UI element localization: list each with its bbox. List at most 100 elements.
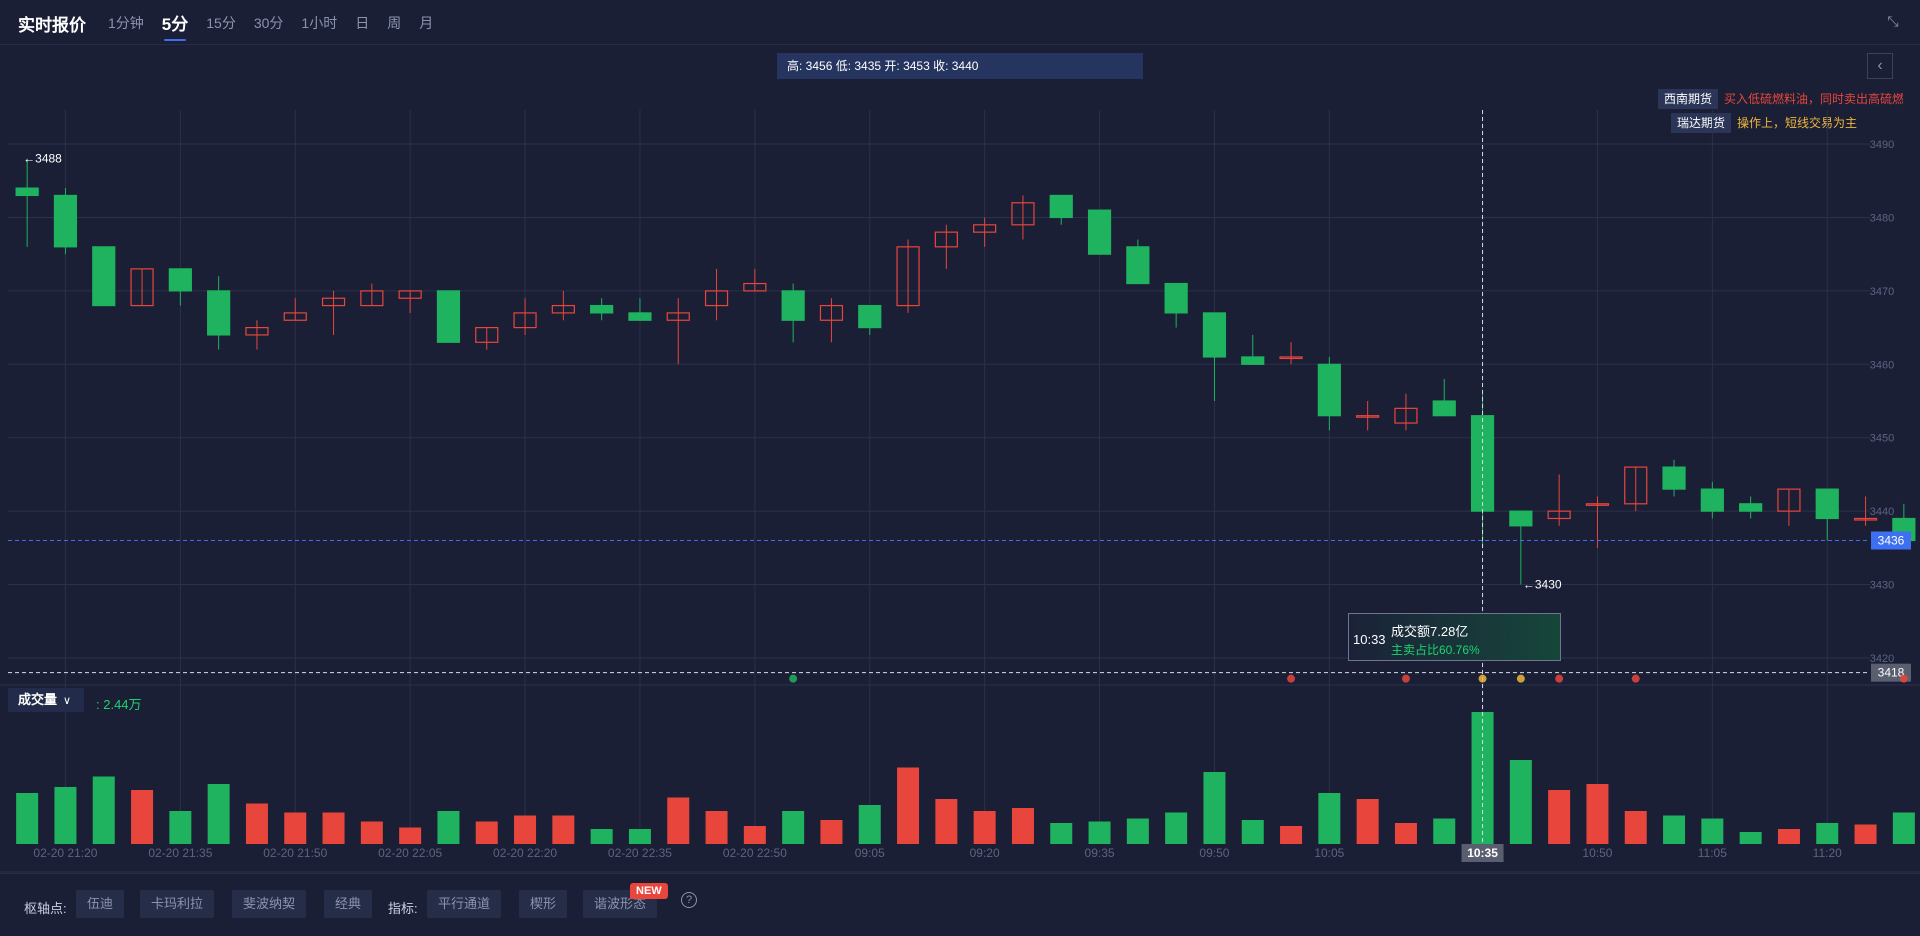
event-marker [789, 674, 798, 683]
volume-bar [1203, 772, 1226, 844]
candle [973, 224, 997, 233]
tab-1min[interactable]: 1分钟 [108, 15, 144, 31]
volume-bar [1701, 818, 1724, 844]
event-marker [1401, 674, 1410, 683]
volume-bar [628, 829, 651, 844]
volume-bar [935, 799, 958, 844]
ohlc-summary: 高: 3456 低: 3435 开: 3453 收: 3440 [777, 53, 1143, 79]
candle [245, 326, 269, 336]
chevron-down-icon: ∨ [63, 695, 72, 707]
help-icon[interactable]: ? [681, 892, 697, 908]
volume-bar [1586, 784, 1609, 844]
volume-bar [897, 767, 920, 844]
candle [1815, 488, 1839, 520]
y-tick-label: 3440 [1870, 506, 1894, 518]
volume-bar [1548, 790, 1571, 844]
candle [1202, 312, 1227, 358]
parallel-channel-button[interactable]: 平行通道 [427, 890, 502, 918]
cursor-price-label: 3418 [1878, 666, 1905, 680]
volume-bar [552, 815, 575, 844]
chevron-left-icon[interactable]: ‹ [1867, 53, 1893, 79]
candle [1547, 510, 1571, 520]
volume-bar [169, 811, 192, 844]
tab-day[interactable]: 日 [355, 15, 370, 31]
volume-bar [475, 821, 498, 844]
volume-bar [1126, 818, 1149, 844]
pivot-fibonacci-button[interactable]: 斐波纳契 [232, 890, 307, 918]
x-tick-label: 11:20 [1813, 846, 1842, 860]
tab-30min[interactable]: 30分 [253, 15, 284, 31]
wedge-button[interactable]: 楔形 [519, 890, 568, 918]
x-tick-label: 09:20 [970, 846, 1000, 860]
candle [1509, 510, 1533, 527]
cursor-time-tag [1461, 844, 1504, 862]
volume-value: : 2.44万 [96, 697, 142, 712]
volume-bar [1088, 821, 1111, 844]
last-price-tag [1871, 531, 1911, 550]
candle [1662, 466, 1686, 490]
y-tick-label: 3480 [1870, 212, 1894, 224]
tab-5min[interactable]: 5分 [162, 10, 188, 41]
page-title: 实时报价 [18, 16, 86, 35]
pivot-woodie-button[interactable]: 伍迪 [76, 890, 125, 918]
tab-week[interactable]: 周 [387, 15, 402, 31]
candle [1126, 246, 1150, 285]
y-tick-label: 3460 [1870, 359, 1894, 371]
x-tick-label: 09:35 [1085, 846, 1115, 860]
news-source: 西南期货 [1658, 89, 1719, 109]
volume-bar [1165, 812, 1188, 844]
tab-15min[interactable]: 15分 [206, 15, 236, 31]
pivot-camarilla-button[interactable]: 卡玛利拉 [140, 890, 215, 918]
volume-bar [360, 821, 383, 844]
volume-bar [1854, 824, 1877, 844]
x-tick-label: 02-20 21:50 [263, 846, 327, 860]
candle [1049, 194, 1073, 219]
candle [1241, 356, 1265, 365]
event-marker [1631, 674, 1640, 683]
candle [1164, 282, 1188, 314]
candle [1853, 517, 1878, 521]
candle [858, 304, 882, 329]
shrink-icon[interactable]: ⤡ [1887, 13, 1899, 29]
candle [590, 304, 614, 314]
event-marker [1899, 674, 1908, 683]
volume-selector[interactable]: 成交量 ∨ [8, 688, 84, 712]
candle [896, 246, 920, 307]
max-price-annotation: ←3488 [23, 152, 62, 166]
volume-bar [1739, 832, 1762, 844]
volume-bar [245, 803, 268, 844]
candle [1087, 209, 1112, 255]
x-tick-label: 02-20 21:35 [148, 846, 212, 860]
volume-bar [973, 811, 996, 844]
tab-1hour[interactable]: 1小时 [301, 15, 338, 31]
tab-month[interactable]: 月 [419, 15, 434, 31]
volume-bar [399, 827, 422, 844]
y-tick-label: 3430 [1870, 580, 1894, 592]
candle [360, 290, 384, 307]
volume-bar [322, 812, 345, 844]
candle [1624, 466, 1648, 505]
x-tick-label: 10:05 [1314, 846, 1344, 860]
candle [1279, 356, 1303, 360]
x-tick-label: 02-20 21:20 [33, 846, 97, 860]
x-tick-label: 10:50 [1582, 846, 1612, 860]
volume-bar [1318, 793, 1341, 844]
y-tick-label: 3450 [1870, 433, 1894, 445]
tooltip-amount: 成交额7.28亿 [1391, 624, 1469, 639]
candle [15, 187, 39, 197]
cursor-tooltip: 10:33 成交额7.28亿 主卖占比60.76% [1348, 613, 1561, 661]
pivot-classic-button[interactable]: 经典 [324, 890, 373, 918]
tooltip-time: 10:33 [1353, 632, 1386, 647]
candle [398, 290, 422, 299]
top-bar: 实时报价 1分钟 5分 15分 30分 1小时 日 周 月 ⤡ [0, 0, 1920, 45]
candle [781, 290, 805, 321]
candle [819, 304, 844, 321]
volume-bar [1011, 808, 1034, 844]
candle [1394, 407, 1418, 424]
candle [513, 312, 537, 329]
candle [1432, 400, 1456, 417]
candle [1585, 503, 1610, 506]
candle [207, 290, 231, 336]
